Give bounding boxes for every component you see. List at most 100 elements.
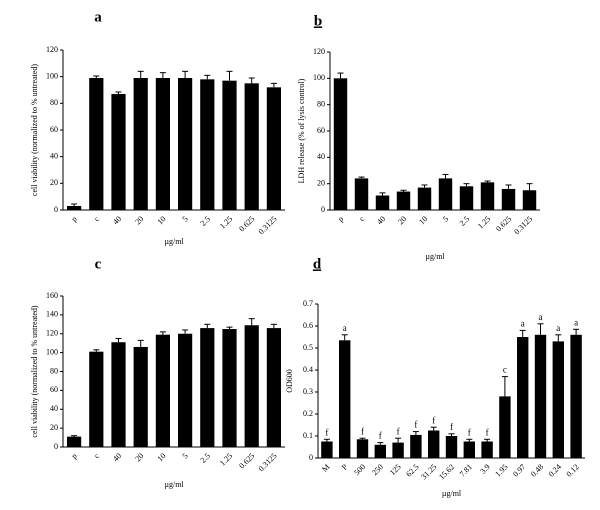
y-tick-label: 140 [46,310,58,319]
bar-label: f [486,427,489,437]
x-axis-label: µg/ml [164,237,184,246]
error-bar [442,173,449,179]
bar [417,187,432,210]
x-axis-label: µg/ml [425,252,445,261]
x-tick-label: 5 [181,214,190,223]
error-bar [93,349,100,352]
y-tick-label: 60 [50,385,58,394]
x-tick-label: c [92,214,101,223]
x-tick-label: 250 [370,462,385,477]
error-bar [421,184,428,188]
y-tick-label: 0.3 [303,387,313,396]
y-tick-label: 0.1 [303,431,313,440]
y-tick-label: 120 [46,329,58,338]
error-bar [379,192,386,196]
x-tick-label: 500 [352,462,367,477]
bar-label: a [574,317,578,327]
x-tick-label: 0.625 [237,214,256,233]
x-tick-label: p [336,214,345,223]
bar [89,78,104,210]
error-bar [526,183,533,191]
bar [570,334,582,458]
y-tick-label: 160 [46,291,58,300]
bar [133,78,148,210]
error-bar [323,438,330,442]
error-bar [204,323,211,329]
error-bar [501,376,508,397]
y-tick-label: 0.4 [303,365,313,374]
x-tick-label: 62.5 [404,462,420,478]
bar [534,334,547,458]
y-tick-label: 100 [46,347,58,356]
bar [410,434,422,458]
error-bar [519,329,526,337]
error-bar [337,72,344,79]
error-bar [484,180,491,183]
y-tick-label: 0.7 [303,299,313,308]
bar [244,83,259,210]
bar [155,78,171,210]
x-tick-label: 1.25 [218,214,234,230]
error-bar [270,82,277,88]
x-tick-label: 40 [111,214,123,226]
bar [111,342,126,447]
y-tick-label: 120 [313,47,325,56]
bar [374,444,386,458]
y-tick-label: 120 [46,45,58,54]
error-bar [555,334,562,342]
bar [354,178,369,210]
error-bar [377,442,384,445]
bar [155,334,171,447]
bar [356,439,369,458]
error-bar [137,339,144,347]
error-bar [537,323,544,335]
x-tick-label: c [357,214,366,223]
x-tick-label: 2.5 [199,214,212,227]
y-axis-label: cell viability (normalized to % untreate… [30,305,39,438]
y-tick-label: 0.6 [303,321,313,330]
x-tick-label: 20 [133,451,145,463]
x-axis-label: µg/ml [164,480,184,489]
x-tick-label: 5 [441,214,450,223]
x-tick-label: 20 [396,214,408,226]
x-tick-label: 2.5 [199,451,212,464]
y-axis-label: LDH release (% of lysis control) [297,78,306,183]
y-tick-label: 0.2 [303,409,313,418]
x-tick-label: 10 [156,214,168,226]
error-bar [182,329,189,334]
bar [111,94,126,210]
error-bar [226,70,233,81]
bar [222,329,237,447]
y-tick-label: 0 [54,442,58,451]
error-bar [505,184,512,189]
panel-label: b [314,13,322,29]
bar [501,188,516,210]
bar [438,178,453,210]
x-tick-label: P [340,462,350,472]
bar [552,341,564,458]
bar [481,441,493,458]
bar [522,190,537,210]
error-bar [159,72,166,78]
bar [89,351,104,447]
bar [200,79,215,210]
x-tick-label: 31.25 [419,462,438,481]
y-tick-label: 80 [317,99,325,108]
bar [333,78,348,210]
bar-label: f [397,426,400,436]
error-bar [463,183,470,187]
bar-label: f [432,415,435,425]
bar [396,191,411,210]
x-tick-label: 0.24 [547,462,563,478]
y-tick-label: 0 [309,453,313,462]
bar-label: f [468,427,471,437]
bar [266,87,282,210]
bar [459,186,474,210]
error-bar [115,337,122,343]
error-bar [270,323,277,329]
error-bar [573,328,580,335]
bar [244,325,259,447]
y-axis-label: OD600 [285,369,294,393]
bar [428,430,440,458]
bar [66,206,82,210]
